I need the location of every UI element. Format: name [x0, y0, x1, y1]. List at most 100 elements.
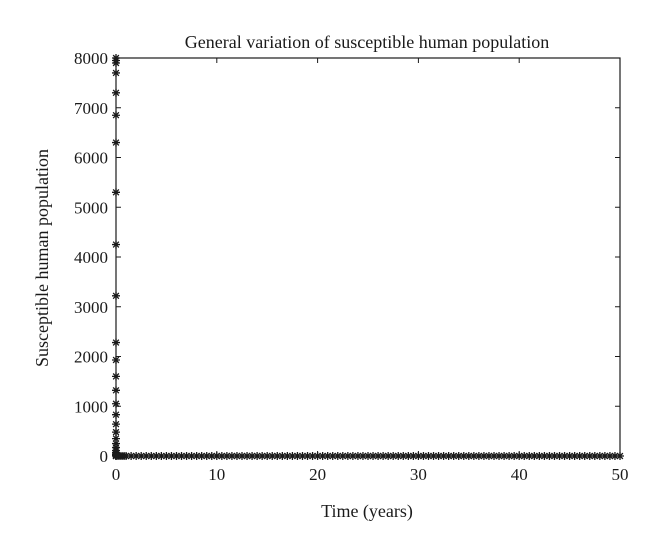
data-point: [328, 452, 337, 460]
data-point: [414, 452, 423, 460]
data-point: [147, 452, 156, 460]
data-point: [495, 452, 504, 460]
data-point: [459, 452, 468, 460]
data-point: [112, 111, 120, 120]
data-point: [560, 452, 569, 460]
data-point: [323, 452, 332, 460]
data-point: [500, 452, 509, 460]
data-point: [419, 452, 428, 460]
data-point: [550, 452, 559, 460]
x-axis-tick-labels: 0 10 20 30 40 50: [112, 465, 629, 484]
data-point: [520, 452, 529, 460]
y-tick-label: 4000: [74, 248, 108, 267]
data-point: [192, 452, 201, 460]
data-point: [389, 452, 398, 460]
data-point: [616, 452, 624, 460]
data-point: [535, 452, 544, 460]
data-point: [177, 452, 186, 460]
data-point: [338, 452, 347, 460]
data-point: [610, 452, 619, 460]
data-point: [293, 452, 302, 460]
data-point: [374, 452, 383, 460]
y-tick-label: 1000: [74, 397, 108, 416]
data-point: [142, 452, 151, 460]
data-point: [449, 452, 458, 460]
data-point: [369, 452, 378, 460]
data-point: [424, 452, 433, 460]
data-point: [112, 434, 120, 443]
data-point: [434, 452, 443, 460]
data-point: [298, 452, 307, 460]
data-point: [253, 452, 262, 460]
data-point: [454, 452, 463, 460]
data-point: [429, 452, 438, 460]
data-point: [212, 452, 221, 460]
data-point: [318, 452, 327, 460]
x-tick-label: 50: [612, 465, 629, 484]
data-point: [358, 452, 367, 460]
data-point: [540, 452, 549, 460]
data-point: [162, 452, 171, 460]
data-point: [439, 452, 448, 460]
data-point: [379, 452, 388, 460]
data-point: [112, 240, 120, 249]
data-point: [474, 452, 483, 460]
x-tick-label: 20: [309, 465, 326, 484]
axis-ticks: [115, 57, 621, 457]
data-point: [112, 372, 120, 381]
data-point: [263, 452, 272, 460]
data-point: [207, 452, 216, 460]
x-tick-label: 0: [112, 465, 121, 484]
data-point: [510, 452, 519, 460]
data-point: [112, 188, 120, 197]
data-point: [112, 291, 120, 300]
data-point: [283, 452, 292, 460]
x-tick-label: 10: [208, 465, 225, 484]
data-point: [112, 410, 120, 419]
data-point: [580, 452, 589, 460]
y-axis-tick-labels: 0 1000 2000 3000 4000 5000 6000 7000 8000: [74, 49, 108, 466]
data-point: [565, 452, 574, 460]
data-point: [288, 452, 297, 460]
data-point: [112, 355, 120, 364]
y-tick-label: 5000: [74, 198, 108, 217]
data-point: [444, 452, 453, 460]
data-point: [238, 452, 246, 460]
data-point: [222, 452, 231, 460]
y-tick-label: 8000: [74, 49, 108, 68]
data-point: [595, 452, 604, 460]
data-point: [112, 68, 120, 77]
y-tick-label: 0: [100, 447, 109, 466]
data-point: [364, 452, 372, 460]
data-point: [303, 452, 312, 460]
data-point: [187, 452, 196, 460]
data-point: [112, 420, 120, 429]
data-point: [575, 452, 584, 460]
data-point: [490, 452, 498, 460]
data-point: [112, 428, 120, 437]
data-point: [605, 452, 614, 460]
x-axis-label: Time (years): [321, 501, 413, 522]
data-point: [479, 452, 488, 460]
data-point: [182, 452, 191, 460]
data-point: [515, 452, 524, 460]
data-point: [409, 452, 418, 460]
data-point: [600, 452, 609, 460]
data-point: [570, 452, 579, 460]
data-point: [202, 452, 211, 460]
data-point: [248, 452, 257, 460]
data-point: [132, 452, 141, 460]
y-tick-label: 6000: [74, 149, 108, 168]
data-point: [273, 452, 282, 460]
data-point: [555, 452, 564, 460]
data-point: [505, 452, 514, 460]
data-point: [343, 452, 352, 460]
data-point: [525, 452, 534, 460]
plot-area: [115, 57, 621, 457]
data-point: [258, 452, 267, 460]
data-point: [112, 138, 120, 147]
data-point: [112, 58, 120, 67]
data-point: [268, 452, 277, 460]
data-point: [545, 452, 554, 460]
